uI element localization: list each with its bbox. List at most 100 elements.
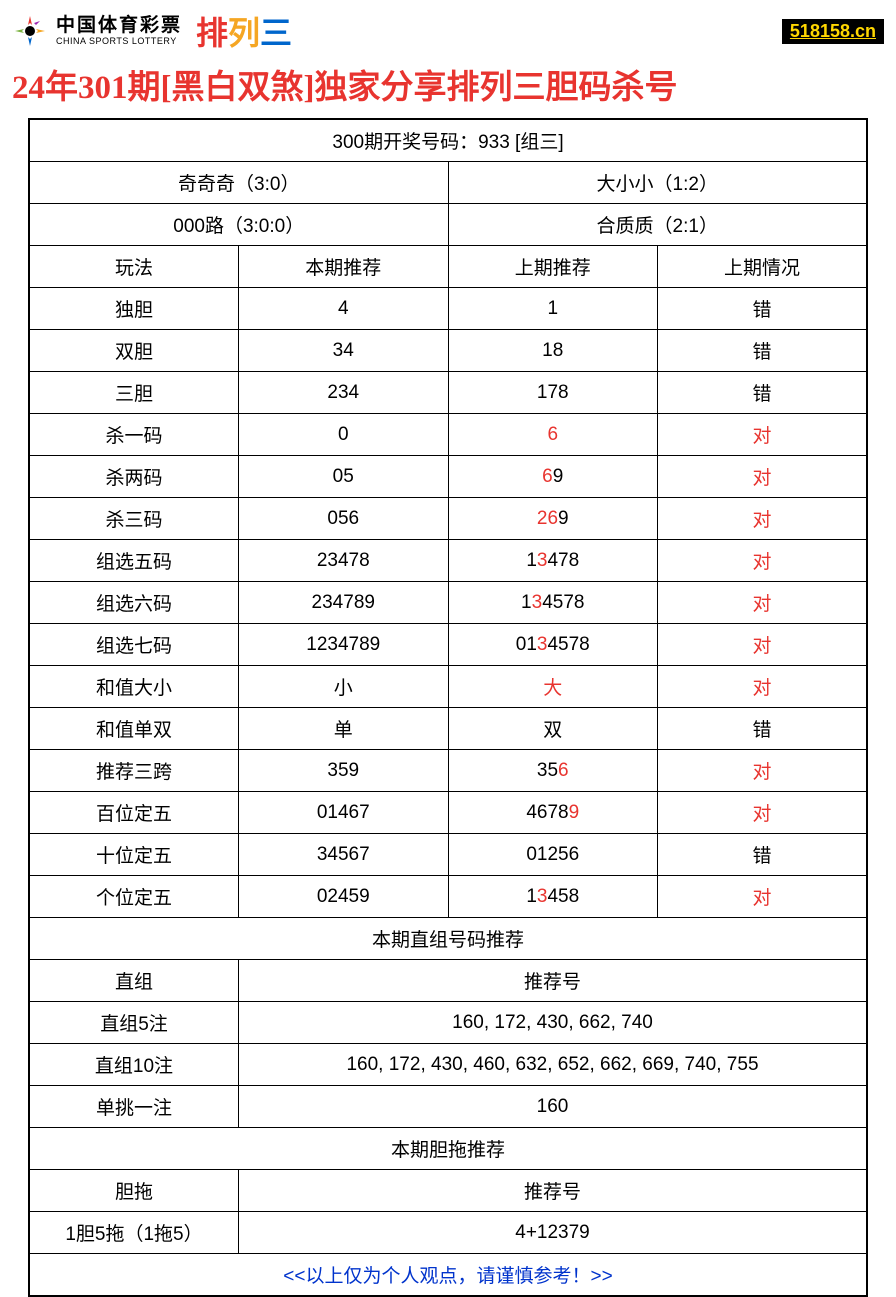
value-segment: 1 bbox=[521, 592, 532, 613]
result-cell: 对 bbox=[658, 456, 868, 498]
prev-pick: 13458 bbox=[448, 876, 658, 918]
row-name: 杀两码 bbox=[29, 456, 239, 498]
logo-cn: 中国体育彩票 bbox=[56, 16, 182, 37]
table-row: 杀三码056269对 bbox=[29, 498, 867, 540]
value-segment: 4578 bbox=[542, 592, 584, 613]
result-cell: 对 bbox=[658, 414, 868, 456]
prev-pick: 46789 bbox=[448, 792, 658, 834]
prev-pick: 13478 bbox=[448, 540, 658, 582]
value-segment: 178 bbox=[537, 382, 569, 403]
stat-cell: 合质质（2:1） bbox=[448, 204, 867, 246]
current-pick: 234 bbox=[239, 372, 449, 414]
table-row: 组选六码234789134578对 bbox=[29, 582, 867, 624]
value-segment: 2 bbox=[537, 508, 548, 529]
table-row: 和值单双单双错 bbox=[29, 708, 867, 750]
value-segment: 23478 bbox=[317, 550, 370, 571]
page-title: 24年301期[黑白双煞]独家分享排列三胆码杀号 bbox=[0, 58, 896, 118]
value-segment: 大 bbox=[543, 678, 562, 699]
prev-pick: 356 bbox=[448, 750, 658, 792]
row-name: 组选五码 bbox=[29, 540, 239, 582]
row-name: 三胆 bbox=[29, 372, 239, 414]
value-segment: 1234789 bbox=[306, 634, 380, 655]
prev-pick: 大 bbox=[448, 666, 658, 708]
table-row: 独胆41错 bbox=[29, 288, 867, 330]
section-title: 本期胆拖推荐 bbox=[29, 1128, 867, 1170]
value-segment: 1 bbox=[526, 886, 537, 907]
value-segment: 1 bbox=[547, 298, 558, 319]
table-row: 杀一码06对 bbox=[29, 414, 867, 456]
value-segment: 1 bbox=[526, 550, 537, 571]
current-pick: 4 bbox=[239, 288, 449, 330]
pls-char-3: 三 bbox=[260, 8, 292, 54]
result-cell: 对 bbox=[658, 792, 868, 834]
value-segment: 6 bbox=[547, 424, 558, 445]
current-pick: 小 bbox=[239, 666, 449, 708]
col-header: 本期推荐 bbox=[239, 246, 449, 288]
site-badge[interactable]: 518158.cn bbox=[782, 19, 884, 44]
value-segment: 双 bbox=[543, 720, 562, 741]
current-pick: 056 bbox=[239, 498, 449, 540]
prev-pick: 0134578 bbox=[448, 624, 658, 666]
result-cell: 对 bbox=[658, 666, 868, 708]
col-header: 推荐号 bbox=[239, 1170, 868, 1212]
row-name: 独胆 bbox=[29, 288, 239, 330]
footer-note: <<以上仅为个人观点，请谨慎参考！>> bbox=[29, 1254, 867, 1297]
row-label: 直组10注 bbox=[29, 1044, 239, 1086]
logo-text: 中国体育彩票 CHINA SPORTS LOTTERY bbox=[56, 16, 182, 47]
value-segment: 01256 bbox=[526, 844, 579, 865]
stat-cell: 大小小（1:2） bbox=[448, 162, 867, 204]
row-name: 杀三码 bbox=[29, 498, 239, 540]
prev-pick: 1 bbox=[448, 288, 658, 330]
value-segment: 0 bbox=[338, 424, 349, 445]
header: 中国体育彩票 CHINA SPORTS LOTTERY 排 列 三 518158… bbox=[0, 0, 896, 58]
value-segment: 3 bbox=[532, 592, 543, 613]
current-pick: 01467 bbox=[239, 792, 449, 834]
col-header: 上期推荐 bbox=[448, 246, 658, 288]
row-name: 个位定五 bbox=[29, 876, 239, 918]
current-pick: 234789 bbox=[239, 582, 449, 624]
value-segment: 6 bbox=[542, 466, 553, 487]
value-segment: 9 bbox=[553, 466, 564, 487]
result-cell: 错 bbox=[658, 372, 868, 414]
pls-char-2: 列 bbox=[228, 8, 260, 54]
table-container: 300期开奖号码：933 [组三] 奇奇奇（3:0） 大小小（1:2） 000路… bbox=[0, 118, 896, 1297]
value-segment: 单 bbox=[334, 720, 353, 741]
row-label: 直组5注 bbox=[29, 1002, 239, 1044]
pls-char-1: 排 bbox=[196, 8, 228, 54]
value-segment: 9 bbox=[558, 508, 569, 529]
current-pick: 359 bbox=[239, 750, 449, 792]
result-cell: 对 bbox=[658, 624, 868, 666]
table-row: 组选七码12347890134578对 bbox=[29, 624, 867, 666]
value-segment: 小 bbox=[334, 678, 353, 699]
current-pick: 23478 bbox=[239, 540, 449, 582]
table-row: 单挑一注160 bbox=[29, 1086, 867, 1128]
current-pick: 34567 bbox=[239, 834, 449, 876]
table-row: 推荐三跨359356对 bbox=[29, 750, 867, 792]
col-header: 推荐号 bbox=[239, 960, 868, 1002]
value-segment: 9 bbox=[569, 802, 580, 823]
value-segment: 34567 bbox=[317, 844, 370, 865]
table-row: 个位定五0245913458对 bbox=[29, 876, 867, 918]
table-row: 直组10注160, 172, 430, 460, 632, 652, 662, … bbox=[29, 1044, 867, 1086]
value-segment: 18 bbox=[542, 340, 563, 361]
table-row: 组选五码2347813478对 bbox=[29, 540, 867, 582]
col-header: 上期情况 bbox=[658, 246, 868, 288]
table-row: 三胆234 178 错 bbox=[29, 372, 867, 414]
value-segment: 4678 bbox=[526, 802, 568, 823]
col-header: 玩法 bbox=[29, 246, 239, 288]
prev-pick: 6 bbox=[448, 414, 658, 456]
row-name: 十位定五 bbox=[29, 834, 239, 876]
result-cell: 对 bbox=[658, 582, 868, 624]
row-value: 160, 172, 430, 662, 740 bbox=[239, 1002, 868, 1044]
prev-pick: 134578 bbox=[448, 582, 658, 624]
row-label: 1胆5拖（1拖5） bbox=[29, 1212, 239, 1254]
result-cell: 错 bbox=[658, 834, 868, 876]
table-row: 1胆5拖（1拖5）4+12379 bbox=[29, 1212, 867, 1254]
current-pick: 1234789 bbox=[239, 624, 449, 666]
lottery-logo-icon bbox=[12, 13, 48, 49]
value-segment: 01467 bbox=[317, 802, 370, 823]
table-row: 百位定五0146746789对 bbox=[29, 792, 867, 834]
value-segment: 05 bbox=[333, 466, 354, 487]
table-row: 双胆3418错 bbox=[29, 330, 867, 372]
value-segment: 02459 bbox=[317, 886, 370, 907]
